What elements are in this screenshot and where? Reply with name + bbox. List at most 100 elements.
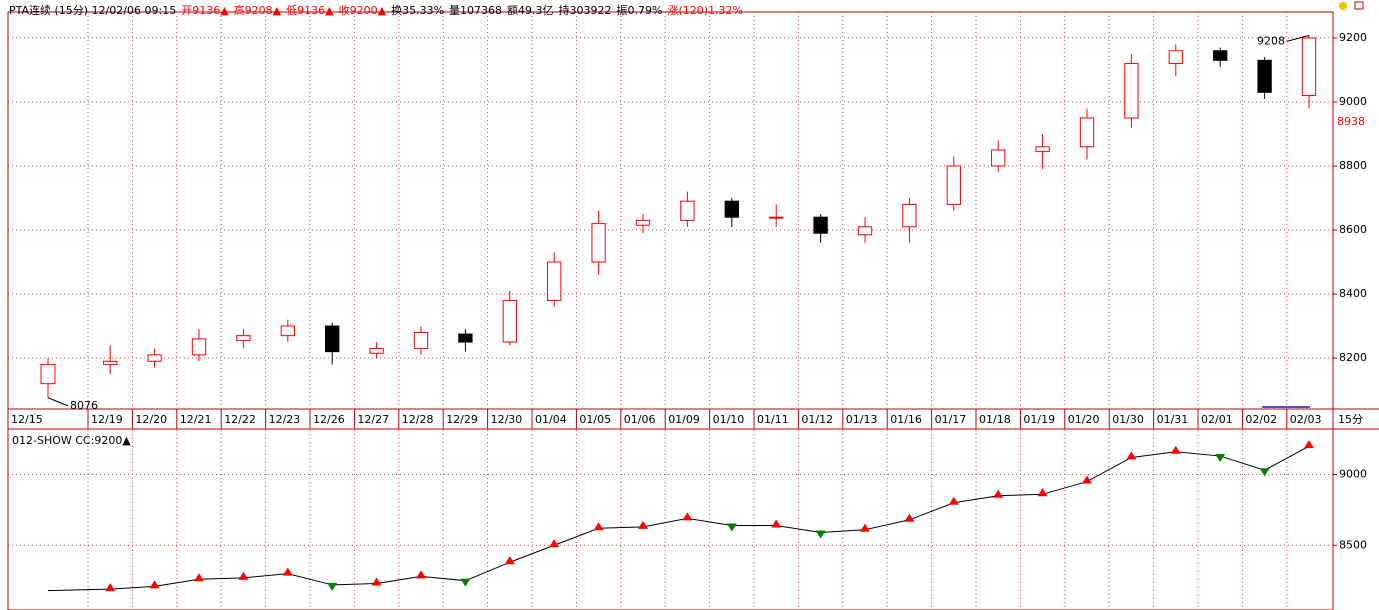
candle-body bbox=[413, 331, 429, 349]
signal-arrow bbox=[371, 577, 382, 586]
signal-arrow bbox=[993, 489, 1004, 498]
header-item: 收9200▲ bbox=[338, 4, 387, 17]
candle-body bbox=[1257, 59, 1272, 93]
y-tick-label: 9000 bbox=[1339, 95, 1367, 108]
signal-arrow bbox=[1259, 468, 1270, 477]
x-tick-label: 01/19 bbox=[1023, 413, 1055, 426]
candle-body bbox=[857, 226, 873, 236]
annotation: 8076 bbox=[70, 399, 98, 412]
signal-arrow bbox=[238, 571, 249, 580]
annotation-leader bbox=[1286, 34, 1310, 42]
y-tick-label: 9200 bbox=[1339, 31, 1367, 44]
x-tick-label: 02/02 bbox=[1245, 413, 1277, 426]
x-tick-label: 12/28 bbox=[402, 413, 434, 426]
signal-arrow bbox=[682, 512, 693, 521]
candle-body bbox=[591, 223, 606, 263]
y-tick-label: 8400 bbox=[1339, 287, 1367, 300]
signal-arrow bbox=[904, 513, 915, 522]
x-tick-label: 12/27 bbox=[357, 413, 389, 426]
candle-body bbox=[902, 203, 917, 228]
x-tick-label: 01/09 bbox=[668, 413, 700, 426]
candle-body bbox=[325, 325, 340, 353]
candle-body bbox=[236, 335, 251, 341]
x-tick-label: 01/30 bbox=[1112, 413, 1144, 426]
header-item: 量107368 bbox=[449, 4, 503, 17]
x-tick-label: 01/20 bbox=[1068, 413, 1100, 426]
signal-arrow bbox=[327, 582, 338, 591]
y-tick-label: 8500 bbox=[1339, 538, 1367, 551]
x-tick-label: 12/30 bbox=[491, 413, 523, 426]
signal-arrow bbox=[593, 522, 604, 531]
candle-body bbox=[946, 165, 961, 205]
x-tick-label: 12/21 bbox=[180, 413, 212, 426]
x-tick-label: 01/06 bbox=[624, 413, 656, 426]
candle-body bbox=[991, 149, 1006, 167]
header-item: 开9136▲ bbox=[181, 4, 229, 17]
signal-arrow bbox=[282, 567, 293, 576]
x-tick-label: 12/22 bbox=[224, 413, 256, 426]
header-item: 低9136▲ bbox=[286, 4, 334, 17]
indicator-title: 012-SHOW CC:9200▲ bbox=[12, 434, 131, 447]
x-tick-label: 01/13 bbox=[846, 413, 878, 426]
signal-arrow bbox=[815, 530, 826, 539]
icon[interactable] bbox=[1354, 1, 1364, 10]
candle-body bbox=[280, 325, 295, 337]
x-tick-label: 12/29 bbox=[446, 413, 478, 426]
candle-body bbox=[547, 261, 562, 301]
signal-arrow bbox=[504, 556, 515, 565]
signal-arrow bbox=[1304, 440, 1314, 449]
candle-body bbox=[147, 354, 162, 362]
y-tick-label: 8200 bbox=[1339, 351, 1367, 364]
icon[interactable] bbox=[1339, 2, 1347, 10]
x-tick-label: 12/19 bbox=[91, 413, 123, 426]
signal-arrow bbox=[771, 519, 782, 528]
signal-arrow bbox=[1170, 445, 1181, 454]
signal-arrow bbox=[149, 580, 160, 589]
candle-body bbox=[103, 360, 118, 365]
signal-arrow bbox=[1215, 454, 1226, 463]
candle-body bbox=[1079, 117, 1095, 148]
candle-body bbox=[1213, 50, 1228, 61]
annotation-leader bbox=[47, 397, 69, 407]
header-item: 涨(120)1.32% bbox=[667, 4, 744, 17]
candle-body bbox=[502, 299, 517, 343]
x-tick-label: 12/26 bbox=[313, 413, 345, 426]
signal-arrow bbox=[105, 583, 116, 592]
header-item: 持303922 bbox=[558, 4, 612, 17]
x-tick-label: 01/17 bbox=[935, 413, 967, 426]
header-item: 换35.33% bbox=[391, 4, 445, 17]
x-tick-label: 12/15 bbox=[11, 413, 43, 426]
x-tick-label: 01/18 bbox=[979, 413, 1011, 426]
candle-body bbox=[191, 338, 207, 356]
header-item: 振0.79% bbox=[616, 4, 663, 17]
signal-arrow bbox=[1037, 488, 1048, 497]
signal-arrow bbox=[948, 496, 959, 505]
candle-body bbox=[769, 216, 784, 219]
annotation: 9208 bbox=[1257, 34, 1285, 47]
x-tick-label: 01/11 bbox=[757, 413, 789, 426]
candle-body bbox=[458, 333, 473, 343]
candle-body bbox=[680, 200, 695, 221]
x-tick-label: 01/04 bbox=[535, 413, 567, 426]
signal-arrow bbox=[726, 523, 737, 532]
candle-body bbox=[635, 219, 651, 226]
signal-arrow bbox=[416, 570, 426, 579]
x-tick-label: 12/23 bbox=[269, 413, 301, 426]
signal-arrow bbox=[860, 523, 870, 532]
x-tick-label: 01/10 bbox=[713, 413, 745, 426]
signal-arrow bbox=[460, 578, 471, 587]
header-item: 额49.3亿 bbox=[507, 4, 554, 17]
x-tick-label: 01/16 bbox=[890, 413, 922, 426]
candle-body bbox=[724, 200, 739, 218]
y-tick-label: 8800 bbox=[1339, 159, 1367, 172]
candle-body bbox=[369, 347, 384, 354]
x-tick-label: 02/03 bbox=[1290, 413, 1322, 426]
signal-arrow bbox=[1126, 451, 1137, 460]
price-marker: 8938 bbox=[1337, 115, 1365, 128]
x-tick-label: 01/31 bbox=[1157, 413, 1189, 426]
x-tick-label: 02/01 bbox=[1201, 413, 1233, 426]
candle-body bbox=[1301, 37, 1317, 97]
candle-body bbox=[1124, 63, 1139, 119]
